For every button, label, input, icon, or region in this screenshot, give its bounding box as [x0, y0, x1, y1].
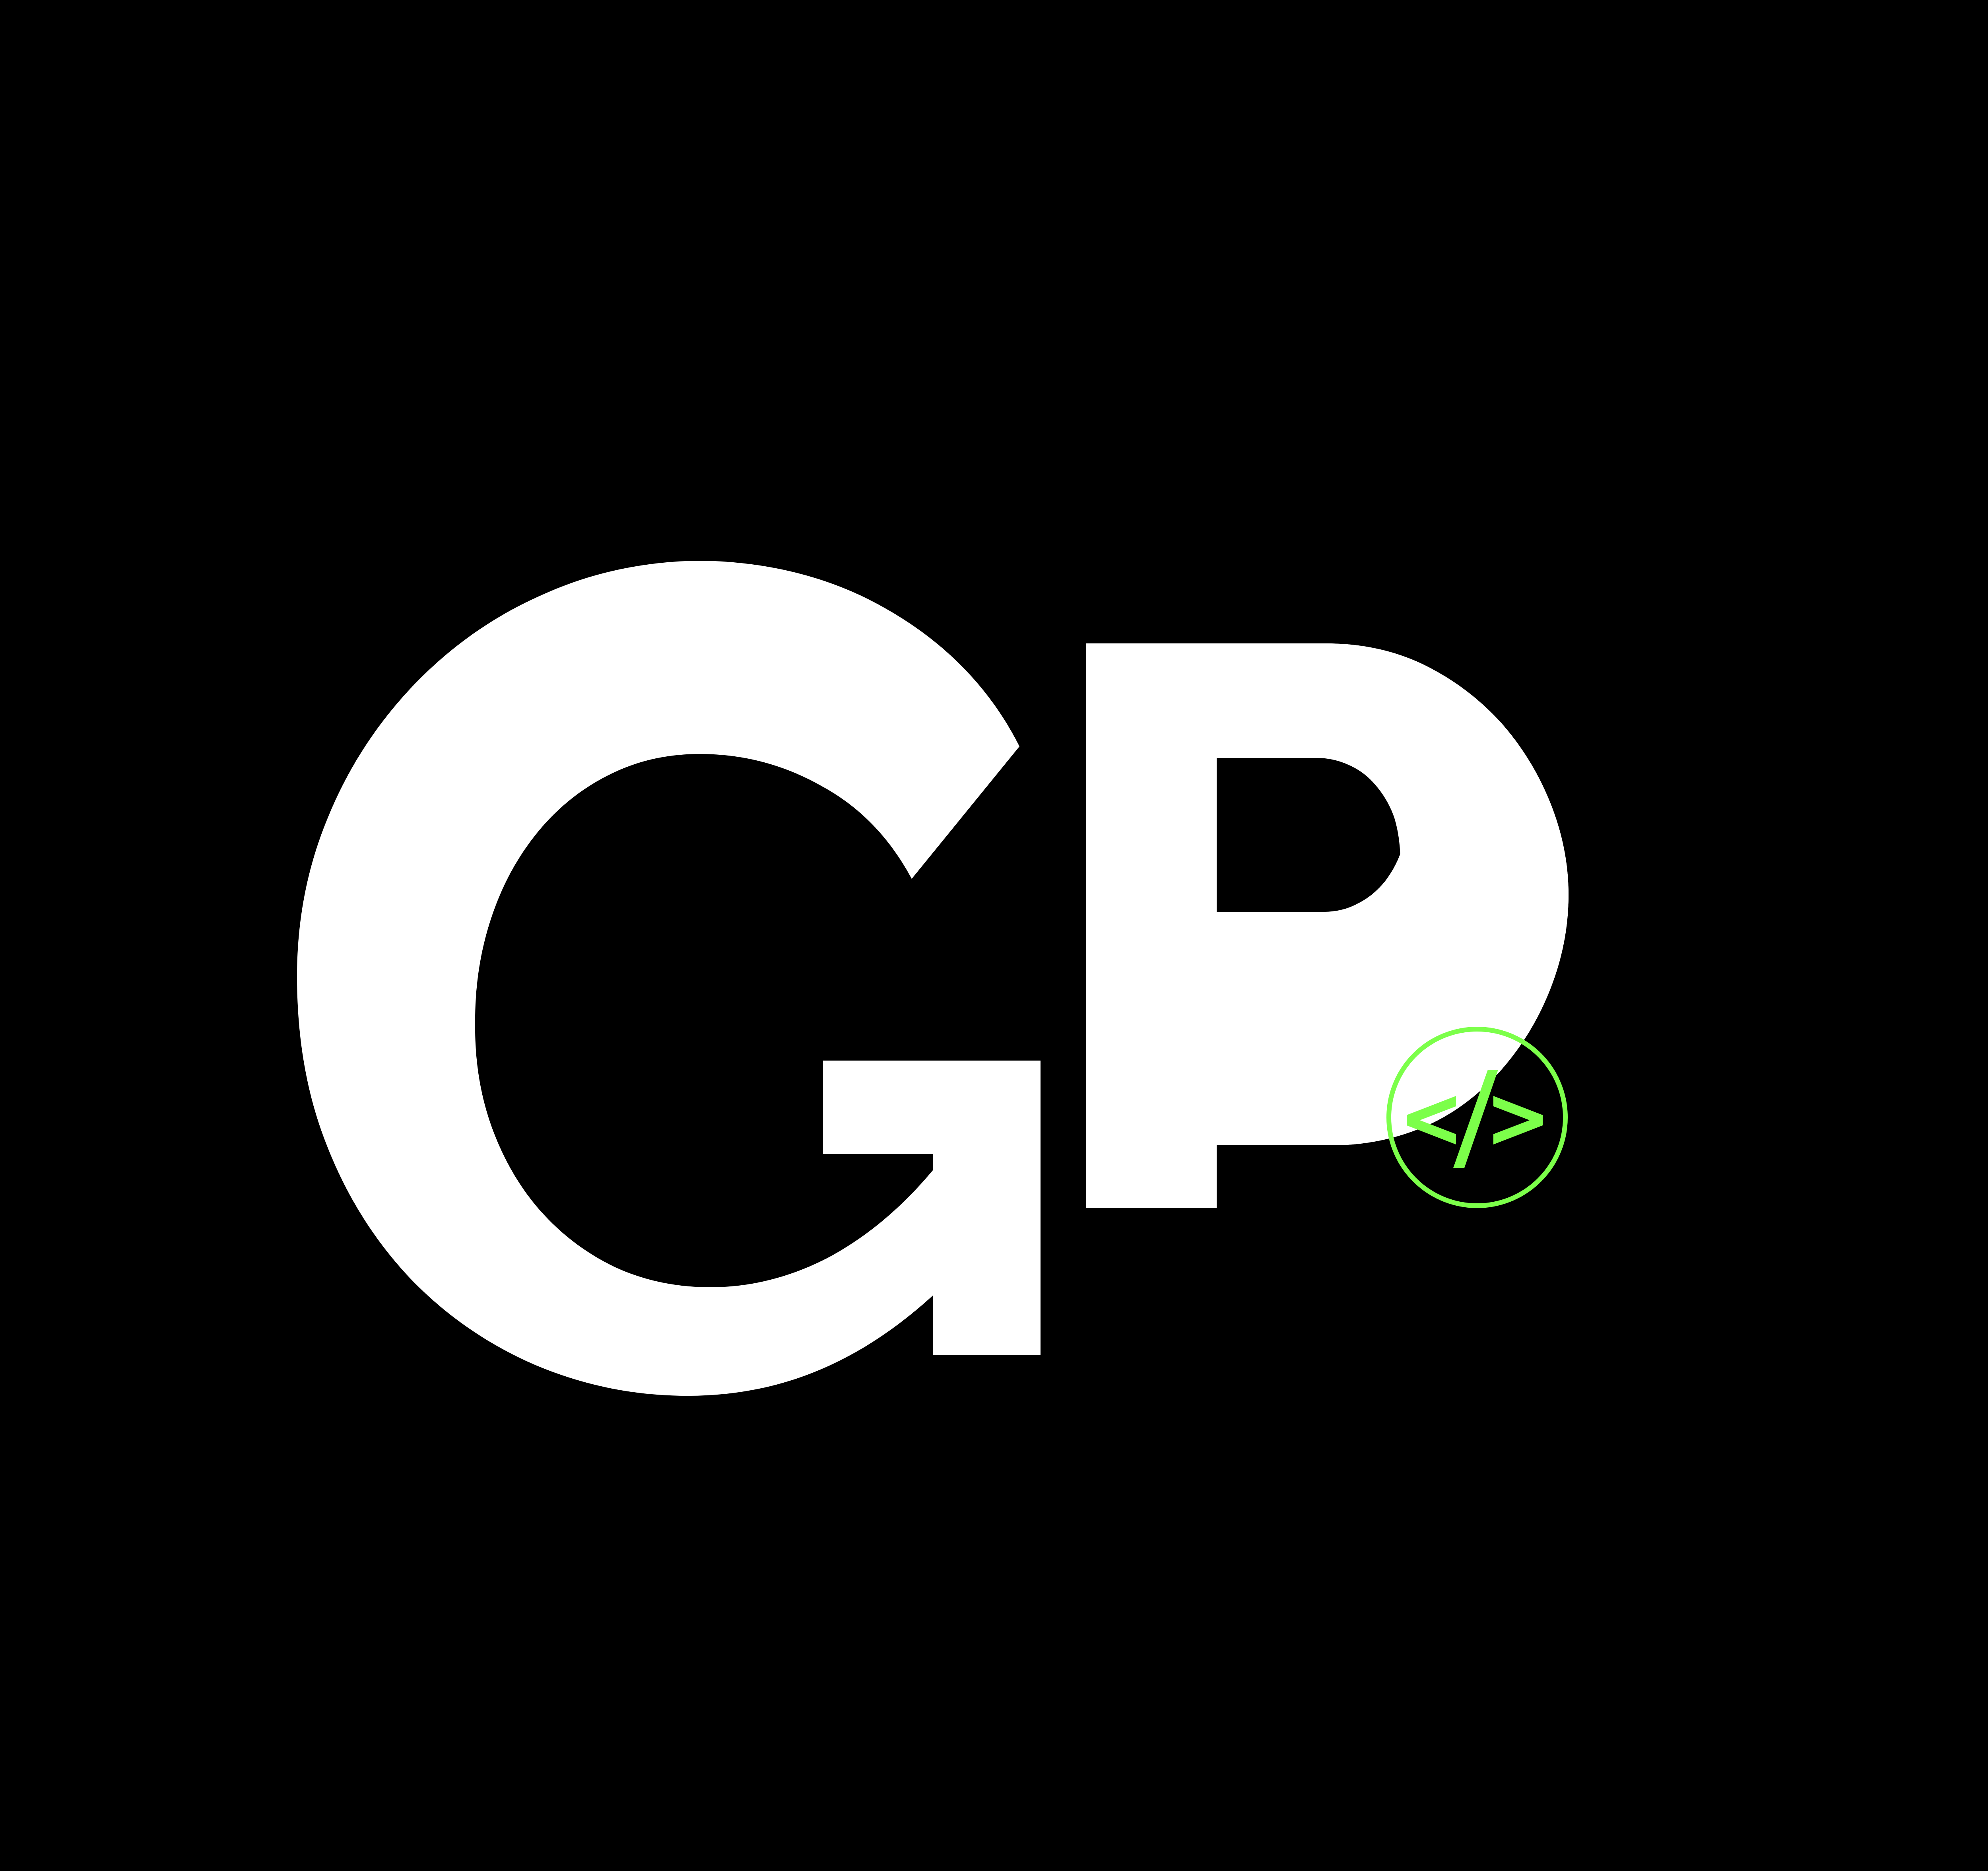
code-icon [1407, 1070, 1543, 1168]
badge-circle [1386, 1027, 1568, 1208]
letter-g [297, 561, 1041, 1396]
letter-p-bowl-bottom [1193, 1018, 1336, 1145]
letter-p-stem [1086, 643, 1217, 1208]
greater-than-glyph [1493, 1096, 1543, 1144]
slash-glyph [1453, 1070, 1498, 1168]
letter-p-bowl-curve [1328, 869, 1563, 1145]
less-than-glyph [1407, 1096, 1456, 1144]
